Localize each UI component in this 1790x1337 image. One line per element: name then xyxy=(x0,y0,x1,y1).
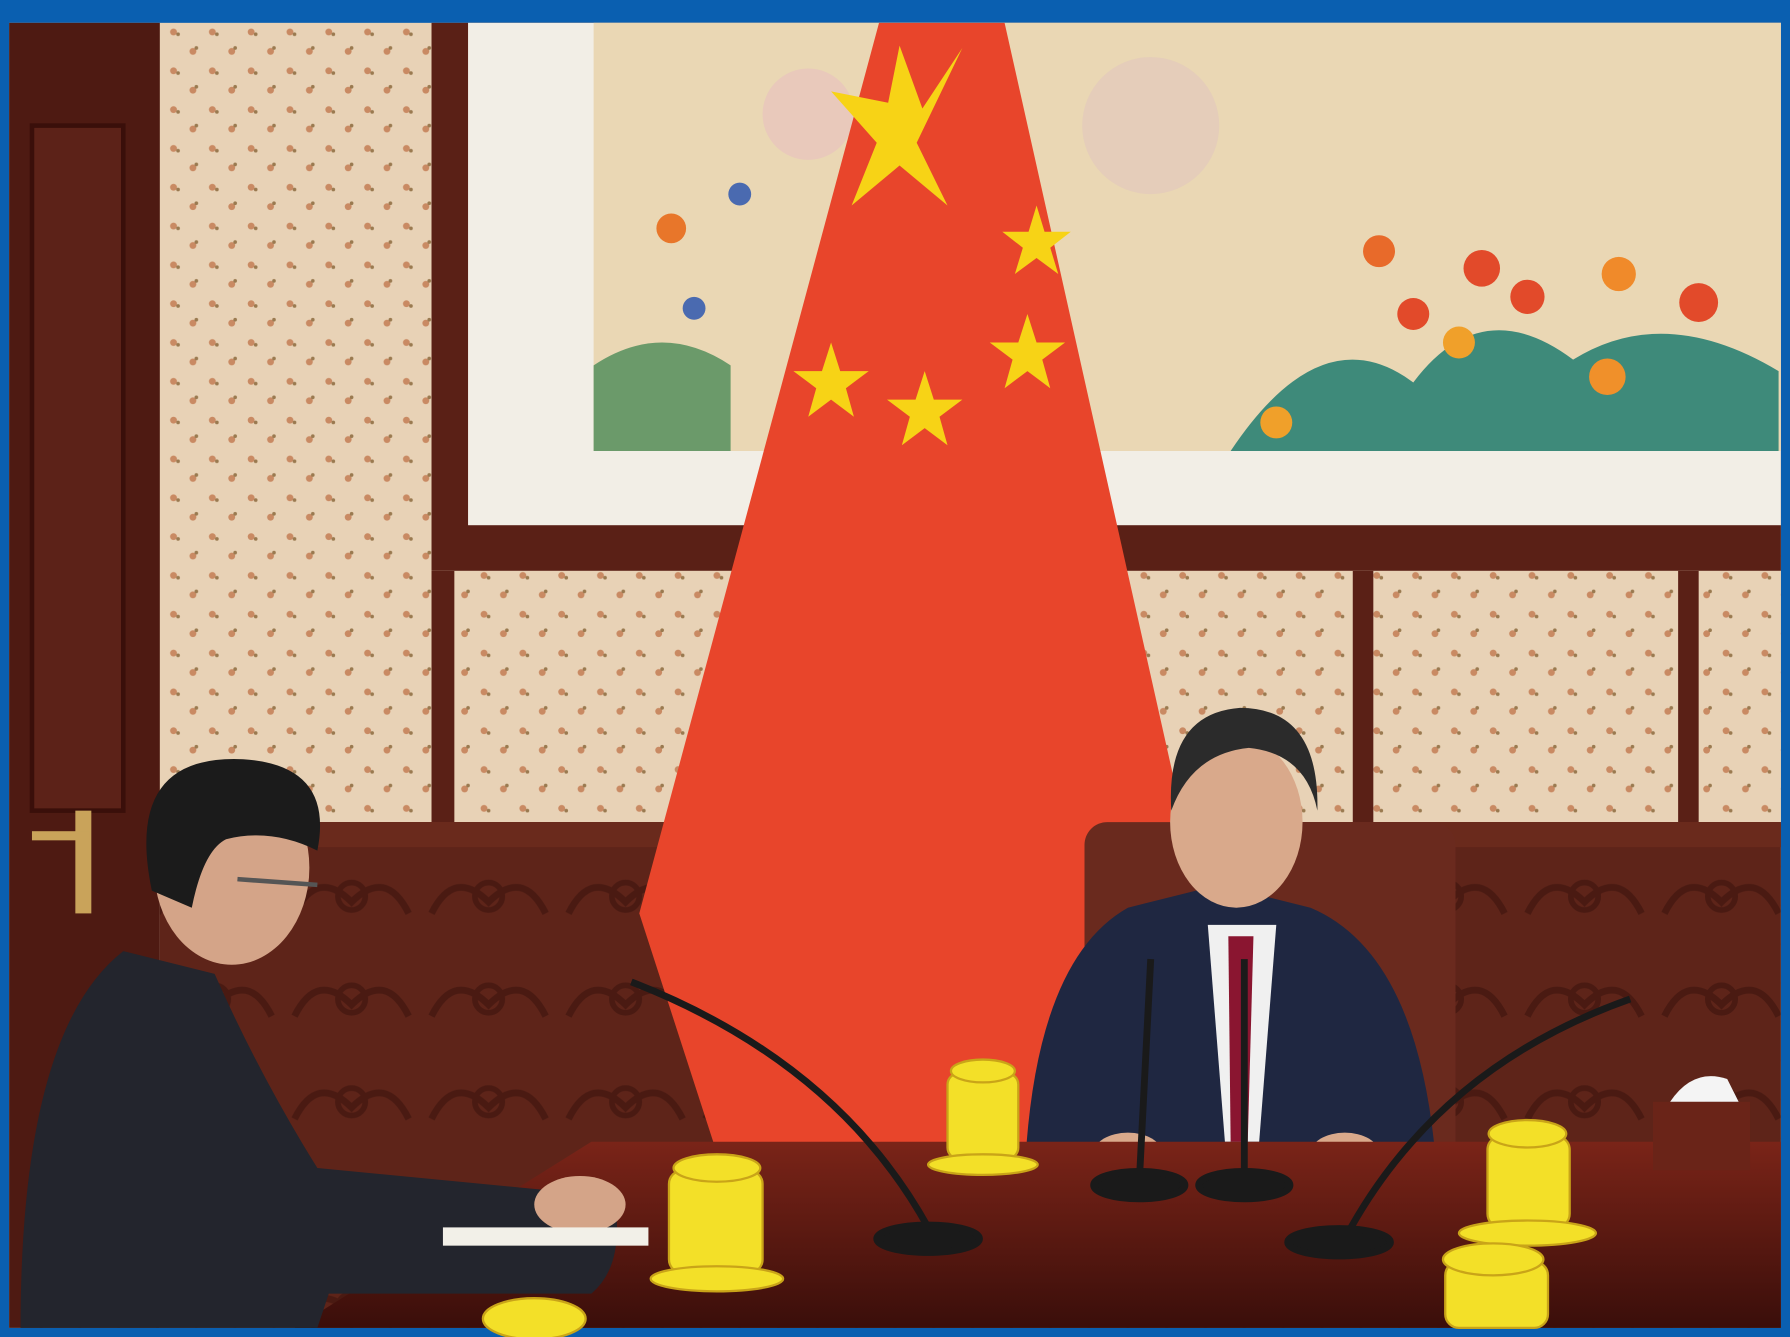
flag-stars xyxy=(793,45,1071,446)
tissue xyxy=(1670,1076,1739,1102)
panel-divider xyxy=(1678,570,1699,823)
door-handle xyxy=(75,810,92,914)
door-panel xyxy=(29,123,126,813)
tissue-box xyxy=(1653,1101,1751,1171)
flag xyxy=(639,22,1176,1154)
panel-divider xyxy=(431,570,455,823)
cups xyxy=(481,1058,1598,1337)
scene xyxy=(9,22,1781,1337)
microphones xyxy=(630,958,1632,1260)
panel-divider xyxy=(1352,570,1374,823)
person-left xyxy=(20,759,649,1328)
door-lever xyxy=(31,831,90,841)
person-right xyxy=(1025,707,1437,1174)
painting-flowers xyxy=(593,57,1779,451)
